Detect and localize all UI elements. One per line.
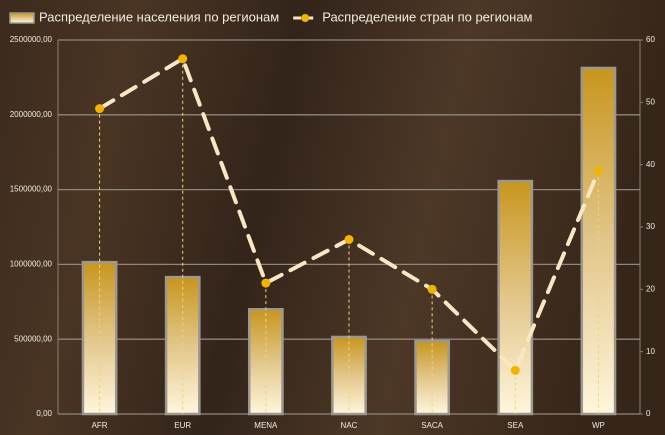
- y2-tick-label: 0: [646, 409, 651, 418]
- marker: [510, 365, 520, 375]
- y2-tick-label: 10: [646, 347, 655, 356]
- y-tick-label: 1000000,00: [10, 260, 53, 269]
- x-tick-label: AFR: [92, 421, 108, 430]
- legend-label: Распределение стран по регионам: [322, 9, 532, 24]
- legend-label: Распределение населения по регионам: [39, 9, 279, 24]
- y-tick-label: 500000,00: [14, 334, 52, 343]
- y-tick-label: 2000000,00: [10, 110, 53, 119]
- x-tick-label: SACA: [421, 421, 443, 430]
- y-tick-label: 1500000,00: [10, 185, 53, 194]
- x-tick-label: MENA: [254, 421, 278, 430]
- marker: [593, 166, 603, 176]
- x-tick-label: NAC: [341, 421, 358, 430]
- legend-marker: [301, 14, 310, 22]
- x-tick-label: EUR: [174, 421, 191, 430]
- legend-swatch: [9, 12, 35, 24]
- y2-tick-label: 20: [646, 284, 655, 293]
- bar: [414, 339, 451, 416]
- y2-tick-label: 60: [646, 35, 655, 44]
- y-tick-label: 0,00: [36, 409, 52, 418]
- bar: [497, 179, 534, 416]
- bar: [164, 275, 201, 416]
- marker: [427, 284, 437, 294]
- y2-tick-label: 30: [646, 222, 655, 231]
- x-tick-label: SEA: [507, 421, 524, 430]
- y2-tick-label: 50: [646, 97, 655, 106]
- y2-tick-label: 40: [646, 160, 655, 169]
- bar: [580, 66, 617, 416]
- y-tick-label: 2500000,00: [10, 35, 53, 44]
- marker: [95, 104, 105, 114]
- marker: [344, 234, 354, 244]
- marker: [178, 54, 188, 64]
- marker: [261, 278, 271, 288]
- x-tick-label: WP: [592, 421, 605, 430]
